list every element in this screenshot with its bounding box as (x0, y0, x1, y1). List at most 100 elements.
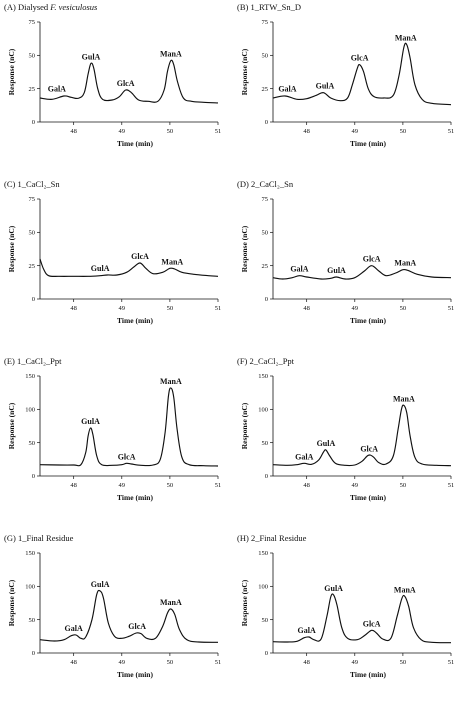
x-tick-label: 50 (167, 482, 174, 489)
chart-svg: 0 25 50 75 48 49 50 51 Time (min) Response (nC) Ga… (240, 19, 454, 148)
panel-title: (C) 1_CaCl₂_Sn (4, 179, 60, 189)
panel-title: (G) 1_Final Residue (4, 533, 73, 543)
peak-label-mana: ManA (160, 50, 182, 59)
x-axis-title: Time (min) (117, 670, 153, 679)
y-tick-label: 50 (262, 230, 269, 237)
chart-panel-g: (G) 1_Final Residue 0 50 100 150 48 49 50 51 Time… (0, 531, 230, 703)
peak-label-gala: GalA (298, 626, 316, 635)
peak-label-gala: GalA (65, 624, 83, 633)
peak-label-glca: GlcA (128, 622, 146, 631)
panel-title-text: 2_CaCl₂_Sn (250, 179, 294, 189)
y-tick-label: 150 (25, 373, 35, 380)
y-tick-label: 0 (265, 473, 268, 480)
x-tick-label: 51 (448, 305, 455, 312)
y-tick-label: 150 (258, 550, 268, 557)
x-tick-label: 51 (448, 659, 455, 666)
peak-label-mana: ManA (161, 257, 183, 266)
x-tick-label: 50 (400, 482, 407, 489)
y-axis-title: Response (nC) (7, 402, 16, 449)
panel-title-text: 1_Final Residue (17, 533, 74, 543)
chart-svg: 0 50 100 150 48 49 50 51 Time (min) Response (nC)… (7, 373, 221, 502)
x-tick-label: 49 (119, 482, 126, 489)
peak-label-gala: GalA (295, 452, 313, 461)
y-tick-label: 50 (262, 617, 269, 624)
y-tick-label: 50 (262, 53, 269, 60)
peak-label-gula: GulA (91, 264, 110, 273)
x-tick-label: 49 (352, 128, 359, 135)
y-axis-title: Response (nC) (7, 579, 16, 626)
x-tick-label: 49 (119, 128, 126, 135)
x-tick-label: 48 (303, 305, 310, 312)
x-tick-label: 50 (167, 128, 174, 135)
peak-label-glca: GlcA (117, 79, 135, 88)
y-tick-label: 25 (29, 263, 36, 270)
y-tick-label: 0 (32, 296, 35, 303)
peak-label-glca: GlcA (351, 54, 369, 63)
panel-title-text: 2_CaCl₂_Ppt (249, 356, 295, 366)
y-tick-label: 100 (258, 584, 268, 591)
chart-svg: 0 50 100 150 48 49 50 51 Time (min) Response (nC)… (240, 550, 455, 679)
panel-label: (H) (237, 533, 249, 543)
peak-label-gula: GulA (82, 52, 101, 61)
y-axis-title: Response (nC) (7, 225, 16, 272)
y-tick-label: 0 (265, 296, 268, 303)
x-tick-label: 51 (448, 482, 455, 489)
panel-title-text: 2_Final Residue (250, 533, 307, 543)
peak-label-mana: ManA (395, 34, 417, 43)
chromatogram-trace (272, 593, 452, 644)
chart-panel-f: (F) 2_CaCl₂_Ppt 0 50 100 150 48 49 50 51 Time (mi… (233, 354, 463, 526)
peak-label-mana: ManA (394, 585, 416, 594)
panel-title: (A) Dialysed F. vesiculosus (4, 2, 97, 12)
y-tick-label: 75 (29, 19, 36, 26)
peak-label-mana: ManA (160, 377, 182, 386)
peak-label-gula: GulA (81, 417, 100, 426)
x-axis-title: Time (min) (117, 493, 153, 502)
chart-svg: 0 25 50 75 48 49 50 51 Time (min) Response (nC) Ga… (7, 19, 221, 148)
x-tick-label: 48 (70, 128, 77, 135)
y-tick-label: 50 (29, 53, 36, 60)
y-tick-label: 0 (32, 650, 35, 657)
chromatogram-trace (39, 387, 219, 467)
x-tick-label: 49 (352, 482, 359, 489)
peak-label-gula: GulA (316, 82, 335, 91)
peak-label-gala: GalA (278, 84, 296, 93)
peak-label-glca: GlcA (363, 619, 381, 628)
chart-svg: 0 50 100 150 48 49 50 51 Time (min) Response (nC)… (7, 550, 222, 679)
y-axis-title: Response (nC) (240, 579, 249, 626)
panel-title: (F) 2_CaCl₂_Ppt (237, 356, 294, 366)
panel-title: (D) 2_CaCl₂_Sn (237, 179, 293, 189)
chromatogram-trace (39, 589, 219, 643)
chart-panel-h: (H) 2_Final Residue 0 50 100 150 48 49 50 51 Time… (233, 531, 463, 703)
chart-svg: 0 50 100 150 48 49 50 51 Time (min) Response (nC)… (240, 373, 455, 502)
panel-title-text: 1_RTW_Sn_D (250, 2, 301, 12)
x-tick-label: 48 (70, 659, 77, 666)
peak-label-glca: GlcA (131, 252, 149, 261)
x-tick-label: 50 (167, 659, 174, 666)
x-tick-label: 48 (70, 482, 77, 489)
panel-title-text: Dialysed (17, 2, 49, 12)
chart-panel-a: (A) Dialysed F. vesiculosus 0 25 50 75 48 49 50… (0, 0, 230, 172)
chart-svg: 0 25 50 75 48 49 50 51 Time (min) Response (nC) Ga… (240, 196, 455, 325)
chart-panel-c: (C) 1_CaCl₂_Sn 0 25 50 75 48 49 50 51 Time (min) R… (0, 177, 230, 349)
y-tick-label: 100 (25, 584, 35, 591)
y-tick-label: 150 (258, 373, 268, 380)
peak-label-glca: GlcA (360, 444, 378, 453)
x-axis-title: Time (min) (350, 493, 386, 502)
peak-label-mana: ManA (393, 394, 415, 403)
x-tick-label: 49 (352, 659, 359, 666)
x-axis-title: Time (min) (350, 139, 386, 148)
x-tick-label: 51 (215, 659, 222, 666)
panel-title: (B) 1_RTW_Sn_D (237, 2, 301, 12)
panel-label: (F) (237, 356, 248, 366)
y-tick-label: 75 (29, 196, 36, 203)
panel-label: (E) (4, 356, 15, 366)
peak-label-mana: ManA (160, 598, 182, 607)
y-tick-label: 0 (32, 119, 35, 126)
y-tick-label: 25 (262, 86, 269, 93)
chromatogram-trace (39, 258, 219, 277)
y-tick-label: 100 (25, 407, 35, 414)
peak-label-gula: GulA (317, 439, 336, 448)
y-tick-label: 150 (25, 550, 35, 557)
y-tick-label: 50 (29, 440, 36, 447)
y-tick-label: 50 (29, 617, 36, 624)
